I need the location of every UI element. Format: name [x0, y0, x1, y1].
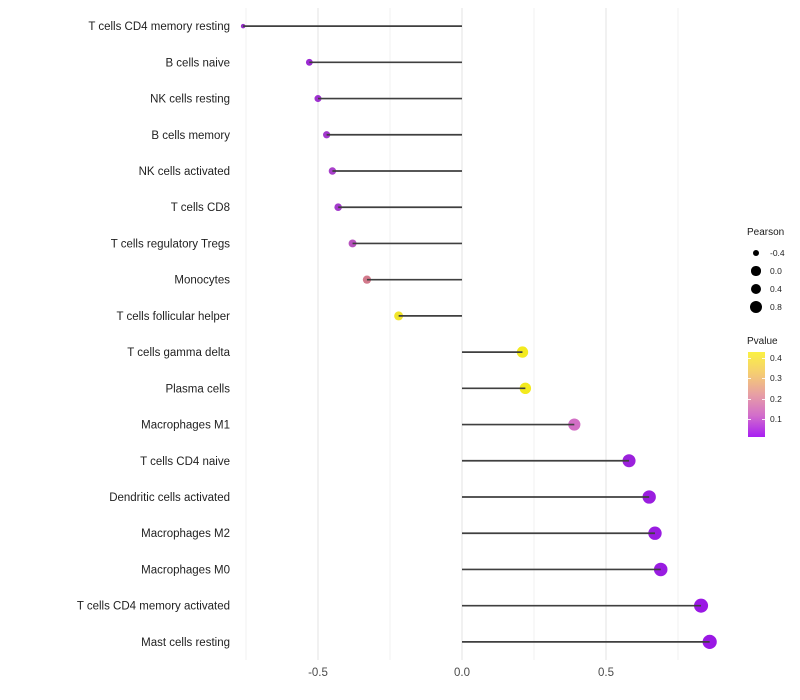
y-axis-label: T cells CD4 naive [140, 456, 230, 468]
colorbar-tick [762, 357, 765, 359]
size-legend-label: 0.0 [770, 266, 782, 276]
y-axis-label: Macrophages M0 [141, 564, 230, 576]
size-legend-dot [752, 249, 760, 257]
y-axis-label: T cells follicular helper [116, 311, 230, 323]
y-axis-label: T cells CD4 memory resting [88, 21, 230, 33]
y-axis-label: Plasma cells [165, 383, 230, 395]
y-axis-label: B cells memory [151, 130, 230, 142]
size-legend-dot [750, 283, 762, 295]
x-axis-tick-label: 0.5 [598, 667, 614, 679]
y-axis-label: Mast cells resting [141, 637, 230, 649]
x-axis-tick-label: -0.5 [308, 667, 328, 679]
pvalue-colorbar [748, 352, 765, 437]
colorbar-tick-label: 0.4 [770, 352, 782, 363]
x-axis-tick-label: 0.0 [454, 667, 470, 679]
y-axis-label: Macrophages M2 [141, 528, 230, 540]
colorbar-tick [762, 378, 765, 379]
colorbar-tick [748, 419, 751, 420]
colorbar-tick [762, 419, 765, 420]
y-axis-label: Macrophages M1 [141, 420, 230, 432]
size-legend-dot [749, 300, 763, 314]
colorbar-tick [762, 398, 765, 400]
y-axis-label: T cells CD8 [171, 202, 230, 214]
size-legend-label: 0.4 [770, 284, 782, 294]
colorbar-tick [748, 357, 751, 359]
y-axis-label: B cells naive [165, 57, 230, 69]
y-axis-label: T cells CD4 memory activated [77, 601, 230, 613]
data-dot [328, 167, 337, 175]
y-axis-label: Monocytes [174, 275, 230, 287]
colorbar-tick [748, 398, 751, 400]
size-legend-title: Pearson [747, 227, 785, 238]
size-legend-label: -0.4 [770, 248, 785, 258]
y-axis-label: NK cells activated [139, 166, 230, 178]
y-axis-label: T cells regulatory Tregs [111, 238, 231, 250]
colorbar-tick-label: 0.1 [770, 414, 782, 424]
y-axis-label: T cells gamma delta [127, 347, 230, 359]
y-axis-label: Dendritic cells activated [109, 492, 230, 504]
colorbar-tick-label: 0.2 [770, 393, 782, 404]
colorbar-tick [748, 378, 751, 379]
size-legend-dot [751, 266, 761, 276]
color-legend-title: Pvalue [747, 336, 778, 347]
y-axis-label: NK cells resting [150, 94, 230, 106]
size-legend-label: 0.8 [770, 302, 782, 312]
colorbar-tick-label: 0.3 [770, 373, 782, 383]
